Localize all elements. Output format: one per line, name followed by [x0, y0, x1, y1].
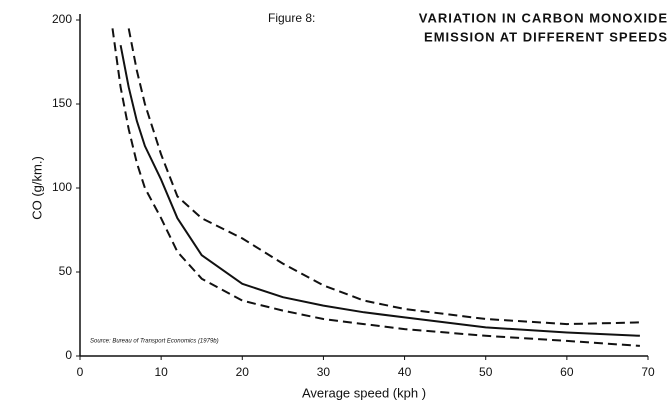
chart-title: EMISSION AT DIFFERENT SPEEDS [424, 29, 668, 44]
x-tick-label: 0 [77, 365, 84, 379]
line-series [119, 45, 640, 337]
y-tick-label: 0 [65, 348, 72, 362]
x-tick-label: 10 [154, 365, 168, 379]
x-tick-label: 30 [317, 365, 331, 379]
y-axis-label: CO (g/km.) [29, 156, 44, 220]
x-tick-label: 40 [398, 365, 412, 379]
x-axis-label: Average speed (kph ) [302, 385, 426, 400]
x-tick-label: 20 [236, 365, 250, 379]
x-tick-label: 70 [641, 365, 655, 379]
source-note: Source: Bureau of Transport Economics (1… [90, 339, 219, 345]
x-tick-label: 50 [479, 365, 493, 379]
y-tick-label: 50 [59, 264, 73, 278]
y-tick-label: 200 [52, 12, 72, 26]
line-series [111, 28, 640, 347]
x-tick-label: 60 [560, 365, 574, 379]
y-tick-label: 150 [52, 96, 72, 110]
y-tick-label: 100 [52, 180, 72, 194]
chart-title: VARIATION IN CARBON MONOXIDE [419, 10, 668, 25]
figure-label: Figure 8: [268, 11, 315, 25]
line-series [127, 28, 640, 326]
